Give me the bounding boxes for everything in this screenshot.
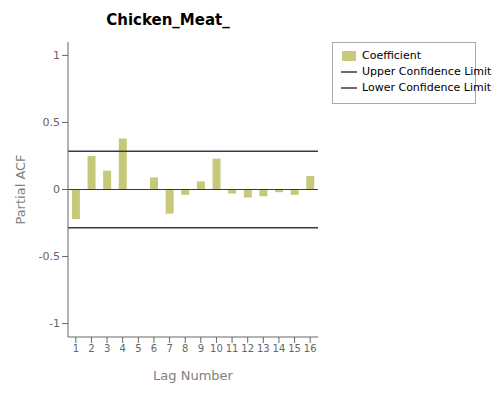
svg-text:12: 12 bbox=[241, 343, 254, 354]
html-text:Lower Confidence Limit: Lower Confidence Limit bbox=[362, 81, 492, 94]
svg-text:9: 9 bbox=[198, 343, 204, 354]
svg-text:7: 7 bbox=[166, 343, 172, 354]
svg-text:11: 11 bbox=[226, 343, 239, 354]
svg-text:13: 13 bbox=[257, 343, 270, 354]
svg-text:15: 15 bbox=[288, 343, 301, 354]
svg-text:16: 16 bbox=[304, 343, 317, 354]
svg-text:10: 10 bbox=[210, 343, 223, 354]
svg-text:Partial ACF: Partial ACF bbox=[13, 154, 28, 224]
svg-text:6: 6 bbox=[151, 343, 157, 354]
svg-text:0: 0 bbox=[53, 183, 60, 196]
svg-text:4: 4 bbox=[120, 343, 126, 354]
svg-text:-1: -1 bbox=[49, 317, 60, 330]
svg-text:14: 14 bbox=[273, 343, 286, 354]
svg-text:1: 1 bbox=[53, 49, 60, 62]
svg-text:Lag Number: Lag Number bbox=[153, 368, 233, 383]
html-text:Coefficient: Coefficient bbox=[362, 49, 421, 62]
svg-text:-0.5: -0.5 bbox=[39, 250, 60, 263]
svg-text:5: 5 bbox=[135, 343, 141, 354]
svg-text:2: 2 bbox=[88, 343, 94, 354]
svg-text:3: 3 bbox=[104, 343, 110, 354]
svg-text:0.5: 0.5 bbox=[43, 116, 61, 129]
svg-text:8: 8 bbox=[182, 343, 188, 354]
html-text:Chicken_Meat_: Chicken_Meat_ bbox=[106, 11, 230, 29]
svg-text:1: 1 bbox=[73, 343, 79, 354]
html-text:Upper Confidence Limit: Upper Confidence Limit bbox=[362, 65, 492, 78]
